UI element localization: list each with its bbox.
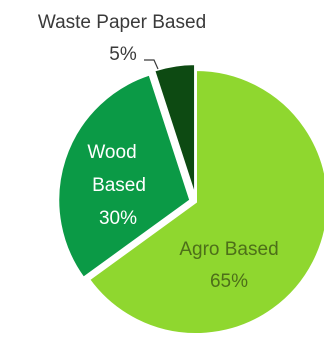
agro-based-percent: 65%: [210, 271, 248, 292]
waste-paper-based-label: Waste Paper Based: [38, 12, 206, 33]
wood-based-percent: 30%: [99, 208, 137, 229]
waste-paper-based-percent: 5%: [109, 44, 137, 65]
waste-paper-leader-line: [144, 59, 159, 70]
pie-slice-agro-based: [87, 68, 324, 335]
pie-slice-waste-paper-based: [153, 63, 197, 197]
pie-slice-wood-based: [57, 73, 192, 280]
wood-based-label-line-1: Wood: [87, 142, 136, 163]
wood-based-label-line-2: Based: [92, 175, 146, 196]
agro-based-label: Agro Based: [179, 239, 278, 260]
pie-slices: [57, 63, 324, 335]
